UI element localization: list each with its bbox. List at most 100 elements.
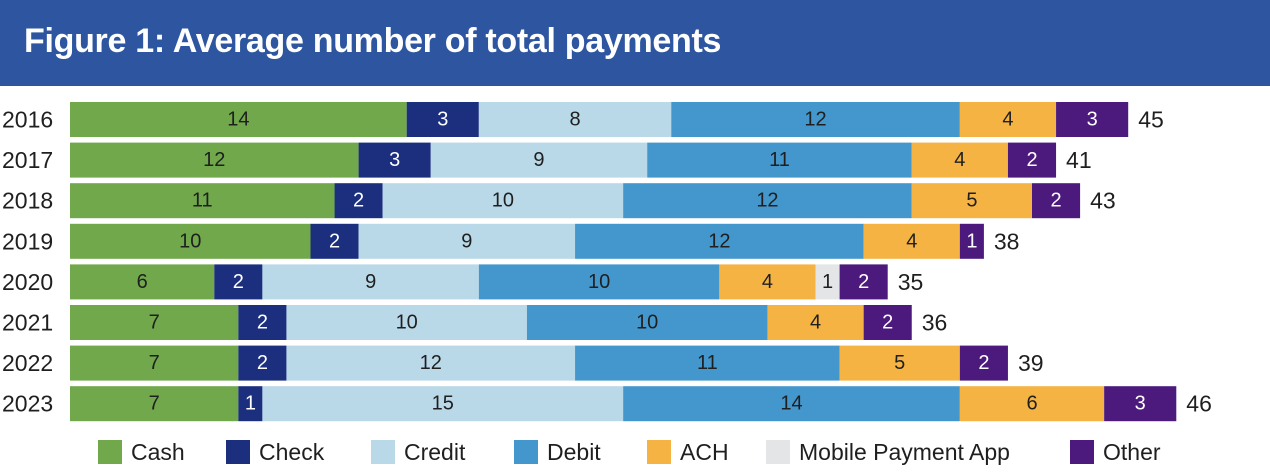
data-label-other-2022: 2 [978,352,989,374]
bar-debit-2021 [526,305,768,340]
legend-swatch-ach [647,440,671,464]
chart-title: Figure 1: Average number of total paymen… [24,22,722,60]
year-label-2018: 2018 [2,188,53,214]
total-label-2022: 39 [1018,350,1044,376]
total-label-2023: 46 [1186,391,1212,417]
bar-cash-2020 [70,264,215,300]
data-label-cash-2020: 6 [137,271,148,293]
legend-label-debit: Debit [547,439,601,465]
data-label-ach-2021: 4 [810,312,821,334]
data-label-debit-2022: 11 [697,352,718,374]
data-label-other-2017: 2 [1026,149,1037,171]
data-label-cash-2016: 14 [227,109,249,131]
year-label-2021: 2021 [2,310,53,336]
bar-check-2017 [358,142,431,178]
bar-credit-2020 [262,264,479,300]
legend-swatch-cash [98,440,122,464]
data-label-credit-2021: 10 [396,312,418,334]
bar-cash-2018 [70,183,335,219]
bar-check-2016 [406,102,479,137]
bar-credit-2016 [478,102,672,137]
year-label-2022: 2022 [2,350,53,376]
legend-label-other: Other [1103,439,1161,465]
data-label-check-2022: 2 [257,352,268,374]
data-label-other-2020: 2 [858,271,869,293]
data-label-cash-2023: 7 [149,393,160,415]
total-label-2020: 35 [898,269,924,295]
data-label-debit-2018: 12 [756,190,778,212]
data-label-cash-2019: 10 [179,230,201,252]
bar-credit-2021 [286,305,527,340]
data-label-check-2020: 2 [233,271,244,293]
bar-cash-2016 [70,102,407,137]
bar-other-2016 [1056,102,1129,137]
chart-header: Figure 1: Average number of total paymen… [0,0,1270,86]
year-label-2023: 2023 [2,391,53,417]
bar-debit-2023 [623,386,960,422]
total-label-2021: 36 [922,310,948,336]
bar-cash-2023 [70,386,239,422]
data-label-credit-2019: 9 [461,230,472,252]
bar-check-2018 [334,183,383,219]
year-label-2020: 2020 [2,269,53,295]
bar-other-2022 [959,345,1008,381]
bar-cash-2019 [70,223,311,259]
data-label-debit-2019: 12 [708,230,730,252]
data-label-check-2017: 3 [389,149,400,171]
data-label-ach-2022: 5 [894,352,905,374]
bar-debit-2022 [575,345,840,381]
bar-debit-2019 [575,223,864,259]
data-label-credit-2020: 9 [365,271,376,293]
bar-credit-2018 [382,183,624,219]
bar-check-2022 [238,345,287,381]
data-label-ach-2019: 4 [906,230,917,252]
year-label-2019: 2019 [2,228,53,254]
legend-swatch-mobile-payment-app [766,440,790,464]
bar-credit-2022 [286,345,576,381]
data-label-other-2023: 3 [1135,393,1146,415]
bar-other-2023 [1104,386,1177,422]
data-label-debit-2017: 11 [769,149,790,171]
bar-other-2018 [1032,183,1081,219]
bar-ach-2022 [839,345,960,381]
total-label-2016: 45 [1138,107,1164,133]
data-label-debit-2016: 12 [804,109,826,131]
legend-swatch-check [226,440,250,464]
data-label-ach-2018: 5 [966,190,977,212]
data-label-cash-2021: 7 [149,312,160,334]
bar-ach-2016 [959,102,1057,137]
bar-credit-2019 [358,223,576,259]
bar-debit-2020 [478,264,720,300]
data-label-check-2023: 1 [245,393,256,415]
bar-ach-2018 [911,183,1032,219]
data-label-ach-2016: 4 [1002,109,1013,131]
total-label-2017: 41 [1066,147,1092,173]
bar-credit-2017 [430,142,648,178]
data-label-credit-2018: 10 [492,190,514,212]
bar-other-2019 [959,223,984,259]
data-label-debit-2021: 10 [636,312,658,334]
data-label-ach-2020: 4 [762,271,773,293]
bar-debit-2018 [623,183,912,219]
bar-ach-2021 [767,305,864,340]
legend-label-cash: Cash [131,439,185,465]
year-label-2016: 2016 [2,107,53,133]
bar-check-2019 [310,223,359,259]
legend-swatch-debit [514,440,538,464]
bar-other-2017 [1007,142,1057,178]
data-label-credit-2023: 15 [432,393,454,415]
bar-cash-2021 [70,305,239,340]
bar-other-2020 [839,264,888,300]
data-label-check-2021: 2 [257,312,268,334]
bar-ach-2023 [959,386,1105,422]
data-label-other-2021: 2 [882,312,893,334]
year-label-2017: 2017 [2,147,53,173]
data-label-credit-2022: 12 [420,352,442,374]
bar-cash-2017 [70,142,359,178]
bar-debit-2016 [671,102,960,137]
bar-ach-2020 [719,264,816,300]
bar-ach-2017 [911,142,1008,178]
data-label-other-2016: 3 [1087,109,1098,131]
total-label-2019: 38 [994,228,1020,254]
